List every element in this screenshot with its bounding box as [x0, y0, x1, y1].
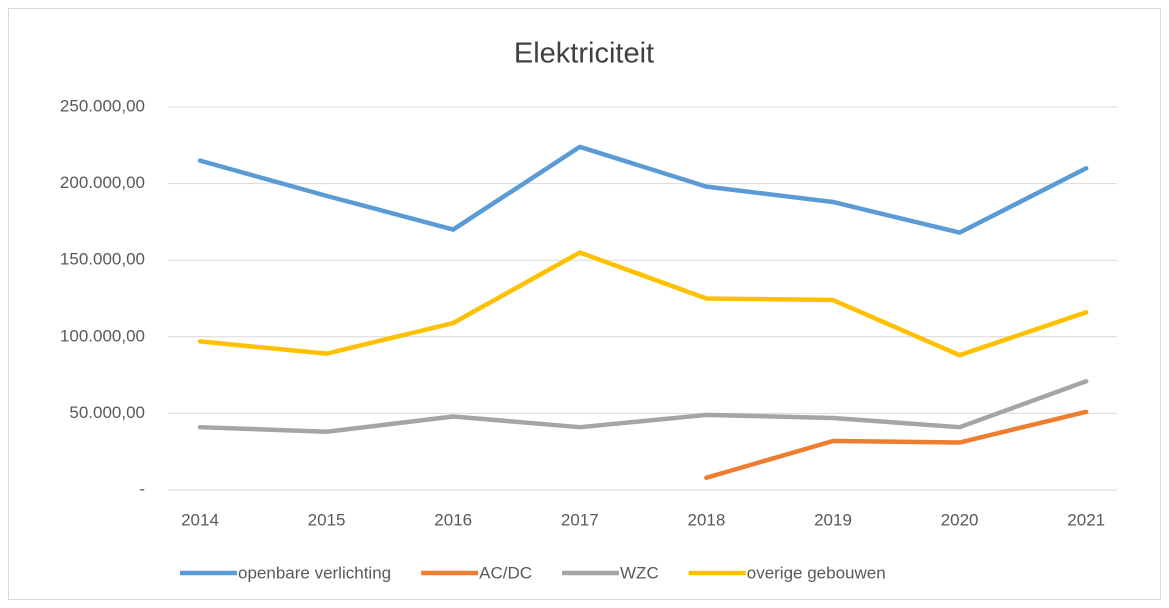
- x-tick-label: 2014: [181, 510, 219, 529]
- legend-label: overige gebouwen: [747, 563, 886, 582]
- x-tick-label: 2019: [814, 510, 852, 529]
- x-tick-label: 2018: [687, 510, 725, 529]
- y-tick-label: -: [139, 479, 145, 498]
- legend-label: WZC: [620, 563, 659, 582]
- y-tick-label: 100.000,00: [60, 326, 145, 345]
- y-tick-label: 150.000,00: [60, 250, 145, 269]
- line-series: [704, 409, 1089, 480]
- legend-label: openbare verlichting: [238, 563, 391, 582]
- y-tick-label: 250.000,00: [60, 96, 145, 115]
- line-series: [197, 250, 1089, 358]
- x-tick-label: 2016: [434, 510, 472, 529]
- y-tick-label: 200.000,00: [60, 173, 145, 192]
- x-tick-label: 2017: [561, 510, 599, 529]
- line-series: [197, 144, 1089, 235]
- x-tick-label: 2015: [308, 510, 346, 529]
- legend-label: AC/DC: [479, 563, 532, 582]
- y-tick-label: 50.000,00: [69, 403, 145, 422]
- x-tick-label: 2020: [941, 510, 979, 529]
- x-tick-label: 2021: [1067, 510, 1105, 529]
- chart-title: Elektriciteit: [514, 38, 654, 70]
- line-series: [197, 378, 1089, 435]
